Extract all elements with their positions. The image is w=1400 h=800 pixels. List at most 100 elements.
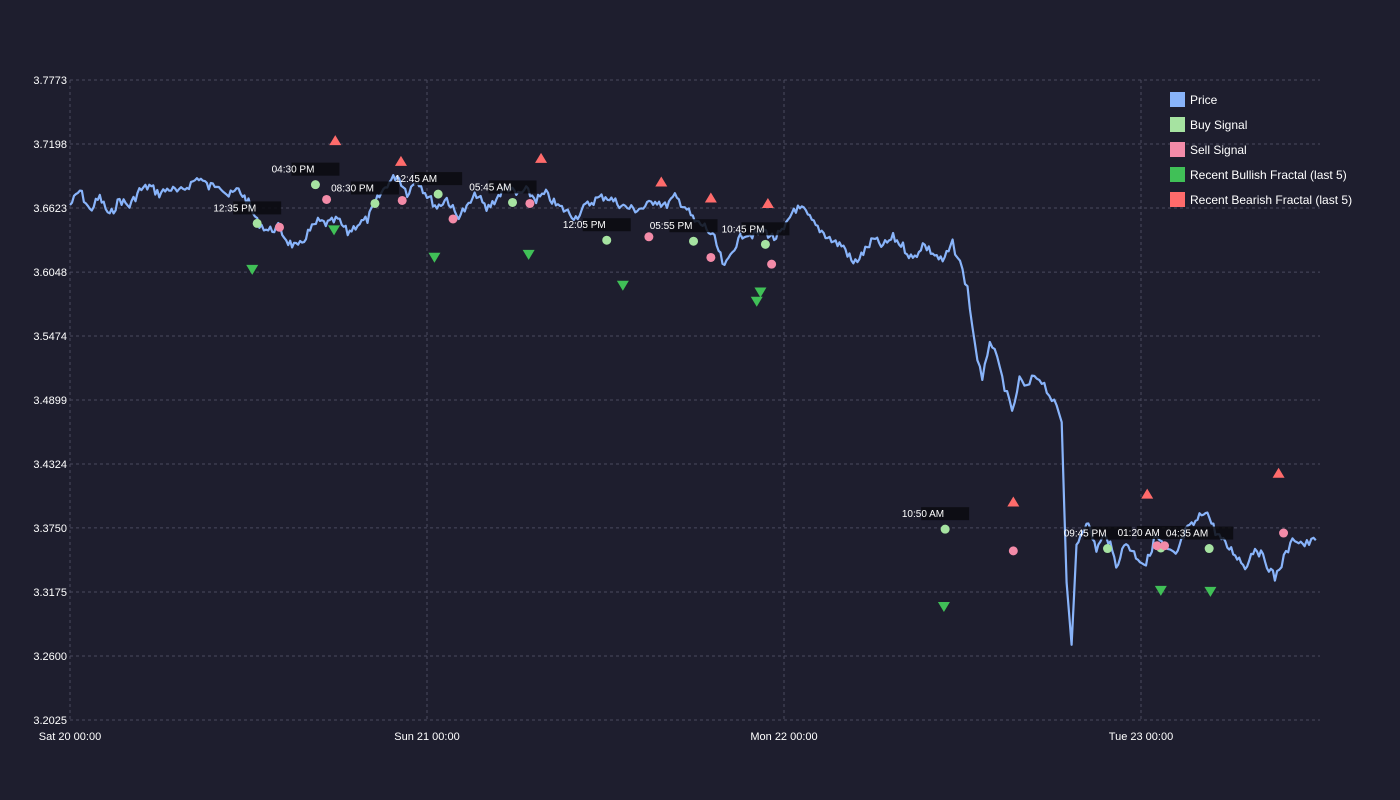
callout-box [582,218,631,232]
callout-box [1136,525,1185,539]
buy-signal-callout: 12:45 AM [395,172,463,186]
buy-signal-marker [1204,544,1214,554]
callout-label: 04:30 PM [272,165,315,176]
sell-signal-marker [644,232,654,242]
buy-signal-marker [689,236,699,246]
signal-callouts: 12:35 PM 04:30 PM 08:30 PM 12:45 AM 05:45 AM… [213,162,1234,540]
x-tick-label: Sun 21 00:00 [394,731,459,743]
buy-signal-callout: 04:30 PM [272,162,340,176]
bearish-fractal-marker [1141,488,1154,499]
callout-box [291,162,340,176]
sell-signal-marker [525,198,535,208]
callout-box [414,172,463,186]
legend-label-sell: Sell Signal [1190,143,1247,157]
buy-signal-marker [508,197,518,207]
callout-label: 09:45 PM [1064,529,1107,540]
legend-label-price: Price [1190,93,1218,107]
callout-label: 01:20 AM [1118,528,1160,539]
callout-label: 05:55 PM [650,221,693,232]
price-line [69,174,1317,646]
callout-label: 08:30 PM [331,183,374,194]
signal-markers [252,180,1289,556]
y-tick-label: 3.6048 [33,267,67,279]
sell-signal-marker [1160,541,1170,551]
buy-signal-marker [370,198,380,208]
callout-label: 10:45 PM [722,224,765,235]
buy-signal-callout: 10:45 PM [722,222,790,236]
callout-box [669,219,718,233]
buy-signal-callout: 09:45 PM [1064,526,1132,540]
sell-signal-marker [274,222,284,232]
callout-box [233,201,282,215]
legend-swatch-sell [1170,142,1185,157]
buy-signal-marker [1103,544,1113,554]
buy-signal-marker [760,239,770,249]
buy-signal-marker [310,180,320,190]
y-tick-label: 3.4324 [33,459,67,471]
buy-signal-callout: 08:30 PM [331,181,399,195]
sell-signal-marker [706,252,716,262]
legend-label-bullish: Recent Bullish Fractal (last 5) [1190,168,1347,182]
buy-signal-callout: 10:50 AM [902,507,970,521]
bullish-fractal-marker [937,601,950,612]
x-tick-label: Sat 20 00:00 [39,731,101,743]
buy-signal-callout: 05:45 AM [469,180,537,194]
bullish-fractal-marker [428,252,441,263]
callout-label: 05:45 AM [469,182,511,193]
callout-box [1185,526,1234,540]
fractal-markers [246,135,1285,612]
x-tick-label: Tue 23 00:00 [1109,731,1173,743]
sell-signal-marker [767,259,777,269]
buy-signal-callout: 04:35 AM [1166,526,1234,540]
bearish-fractal-marker [1007,496,1020,507]
y-tick-label: 3.7773 [33,75,67,87]
callout-label: 04:35 AM [1166,529,1208,540]
legend-swatch-bearish [1170,192,1185,207]
bearish-fractal-marker [655,176,668,187]
callout-label: 12:35 PM [213,203,256,214]
bullish-fractal-marker [522,249,535,260]
y-tick-label: 3.4899 [33,395,67,407]
legend: Price Buy Signal Sell Signal Recent Bullish… [1170,92,1352,207]
buy-signal-callout: 05:55 PM [650,219,718,233]
legend-label-buy: Buy Signal [1190,118,1247,132]
buy-signal-callout: 12:35 PM [213,201,282,215]
bullish-fractal-marker [246,264,259,275]
callout-label: 12:05 PM [563,220,606,231]
bearish-fractal-marker [1272,467,1285,478]
y-tick-label: 3.6623 [33,203,67,215]
sell-signal-marker [1152,541,1162,551]
buy-signal-callout: 01:20 AM [1118,525,1185,539]
bullish-fractal-marker [1154,585,1167,596]
legend-label-bearish: Recent Bearish Fractal (last 5) [1190,193,1352,207]
legend-swatch-buy [1170,117,1185,132]
y-tick-label: 3.2600 [33,651,67,663]
bullish-fractal-marker [616,280,629,291]
gridlines [69,79,1320,721]
x-tick-label: Mon 22 00:00 [750,731,817,743]
callout-box [741,222,790,236]
y-tick-label: 3.7198 [33,139,67,151]
buy-signal-marker [252,218,262,228]
buy-signal-marker [940,524,950,534]
buy-signal-marker [433,189,443,199]
bearish-fractal-marker [761,198,774,209]
bullish-fractal-marker [754,287,767,298]
bearish-fractal-marker [535,152,548,163]
axes: 3.2025 3.2600 3.3175 3.3750 3.4324 3.4899 3.54… [33,75,1173,743]
callout-label: 12:45 AM [395,174,437,185]
legend-swatch-bullish [1170,167,1185,182]
y-tick-label: 3.3175 [33,587,67,599]
callout-box [921,507,970,521]
price-series [69,174,1317,646]
callout-box [1083,526,1132,540]
bullish-fractal-marker [328,225,341,236]
legend-swatch-price [1170,92,1185,107]
callout-label: 10:50 AM [902,509,944,520]
bearish-fractal-marker [704,192,717,203]
sell-signal-marker [397,195,407,205]
sell-signal-marker [1279,528,1289,538]
buy-signal-callout: 12:05 PM [563,218,631,232]
buy-signal-marker [602,235,612,245]
